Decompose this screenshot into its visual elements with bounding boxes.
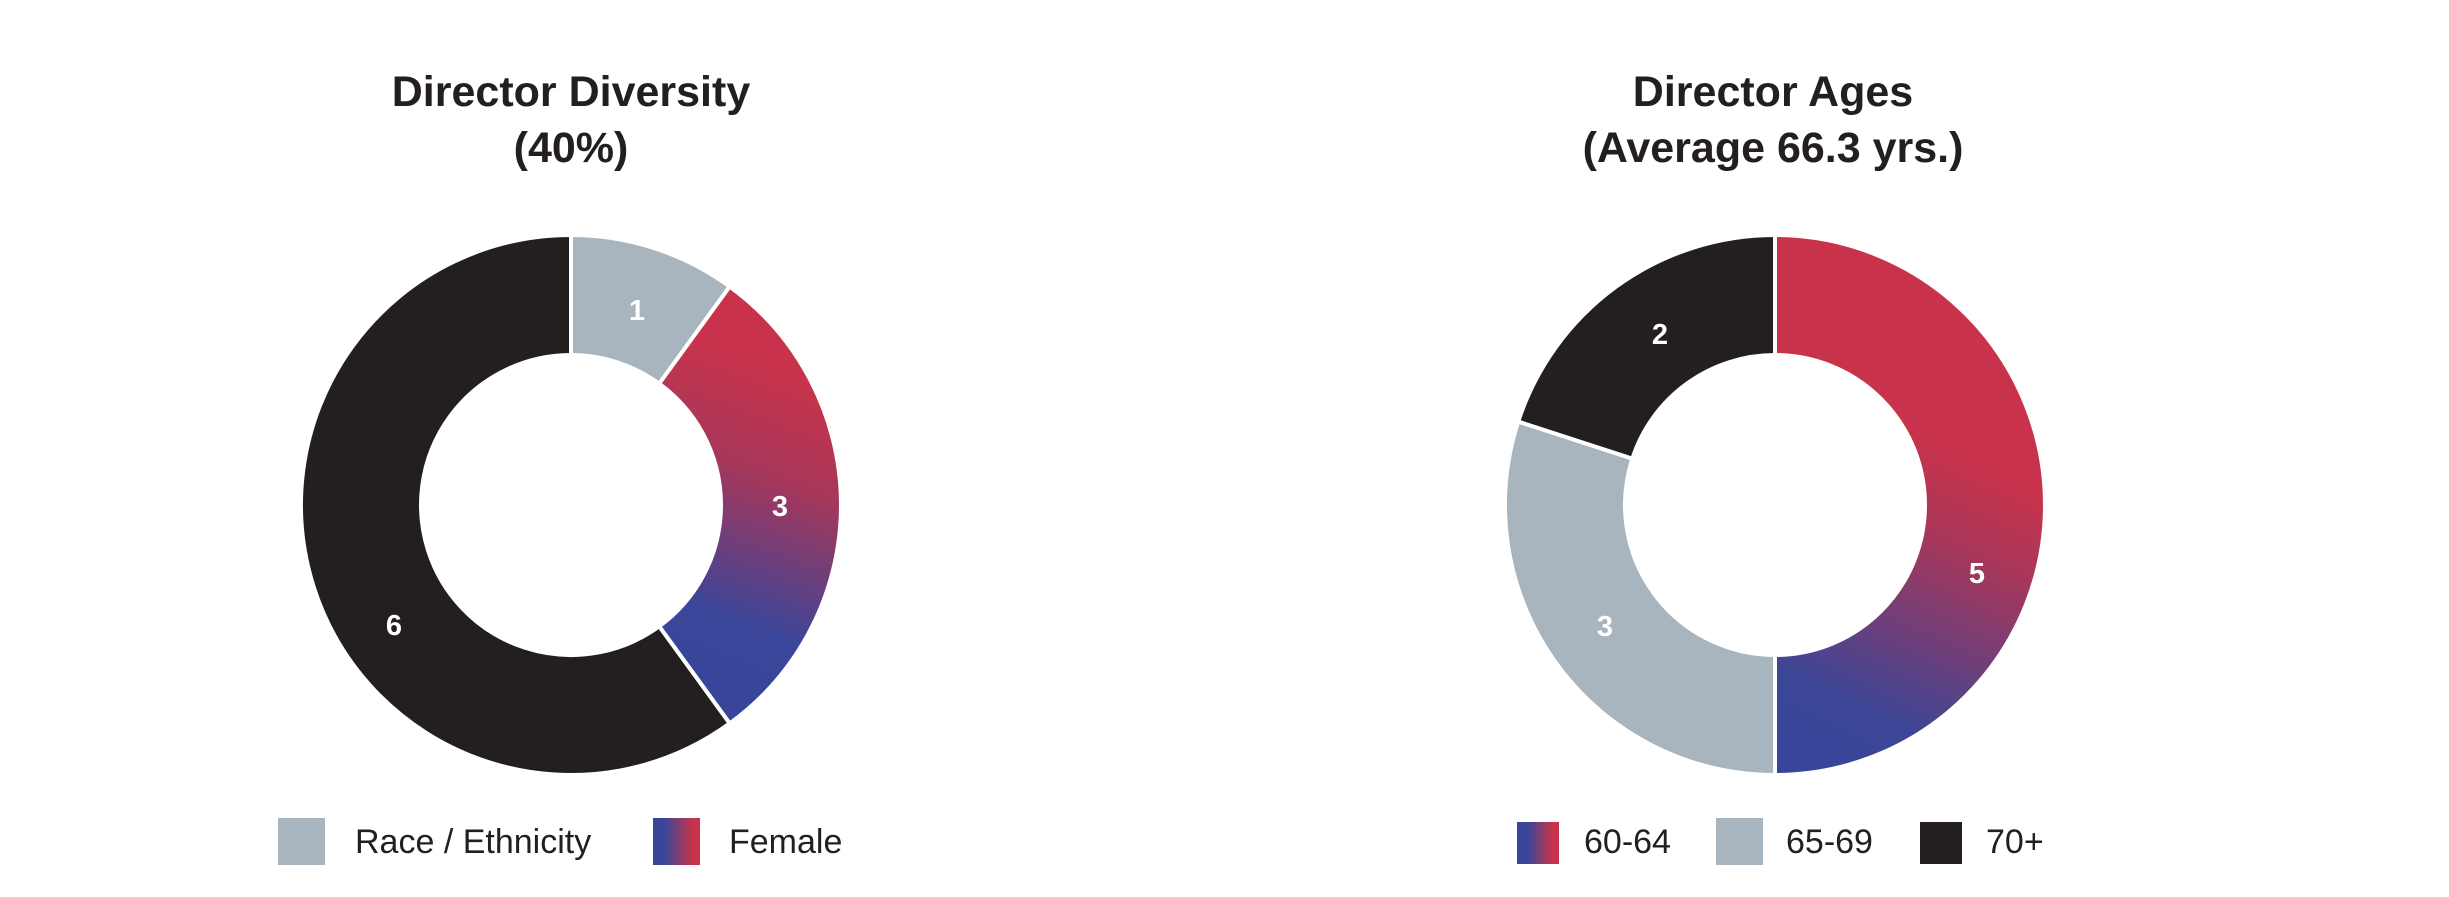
- slice-70-plus[interactable]: [1515, 232, 1777, 462]
- legend-label-65-69: 65-69: [1786, 823, 1873, 861]
- donut-ages: 5 3 2: [1503, 232, 2047, 778]
- slice-female[interactable]: [656, 283, 843, 727]
- donut-diversity: 1 3 6: [299, 232, 843, 777]
- chart-title-diversity: Director Diversity (40%): [321, 64, 821, 176]
- slice-label-70-plus: 2: [1652, 319, 1668, 351]
- slice-label-race-ethnicity: 1: [629, 295, 645, 327]
- slice-label-60-64: 5: [1969, 558, 1985, 590]
- slice-65-69[interactable]: [1503, 419, 1777, 778]
- chart-title-ages-line2: (Average 66.3 yrs.): [1582, 124, 1964, 172]
- legend-swatch-gradient: [1517, 822, 1559, 864]
- legend-label-race-ethnicity: Race / Ethnicity: [355, 823, 592, 861]
- legend-swatch-gray: [278, 818, 325, 865]
- legend-swatch-gradient: [653, 818, 700, 865]
- slice-label-other: 6: [386, 610, 402, 642]
- legend-label-60-64: 60-64: [1584, 823, 1671, 861]
- legend-label-female: Female: [729, 823, 843, 861]
- slice-label-female: 3: [772, 491, 788, 523]
- legend-swatch-gray: [1716, 818, 1763, 865]
- chart-title-ages-line1: Director Ages: [1632, 68, 1914, 116]
- slice-label-65-69: 3: [1597, 611, 1613, 643]
- slice-60-64[interactable]: [1773, 232, 2047, 778]
- chart-title-diversity-line2: (40%): [513, 124, 629, 172]
- slice-other[interactable]: [299, 232, 733, 777]
- chart-title-ages: Director Ages (Average 66.3 yrs.): [1498, 64, 2048, 176]
- legend-swatch-black: [1920, 822, 1962, 864]
- chart-title-diversity-line1: Director Diversity: [391, 68, 751, 116]
- legend-label-70-plus: 70+: [1986, 823, 2044, 861]
